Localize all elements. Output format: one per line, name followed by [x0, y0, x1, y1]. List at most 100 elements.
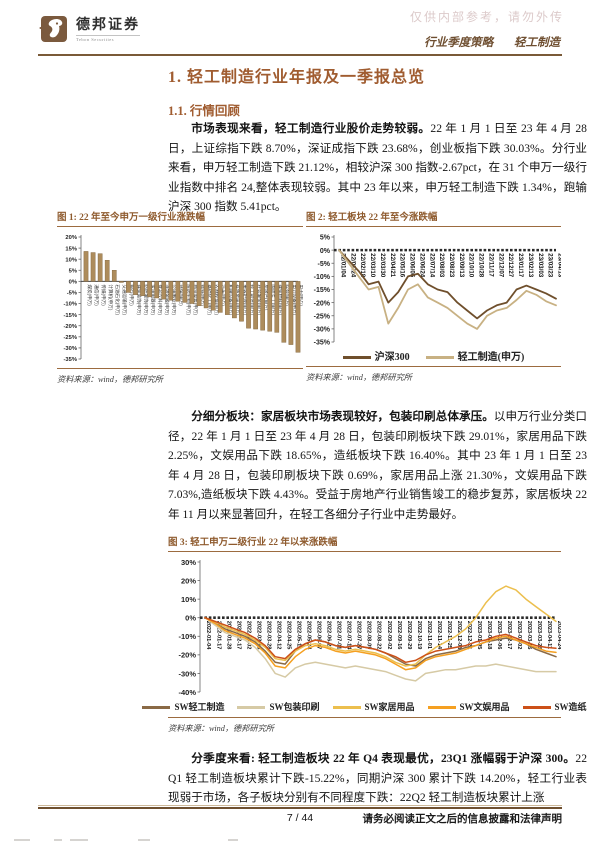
svg-text:20%: 20% — [181, 576, 196, 585]
svg-text:23/03/03: 23/03/03 — [537, 253, 544, 278]
svg-text:2022-05-11: 2022-05-11 — [295, 621, 301, 649]
legend-label: 轻工制造(申万) — [457, 351, 525, 363]
svg-text:-40%: -40% — [178, 688, 196, 697]
section-title: 1.1. 行情回顾 — [168, 104, 240, 118]
svg-text:机械设备(申万): 机械设备(申万) — [227, 284, 234, 315]
svg-text:计算机(申万): 计算机(申万) — [107, 284, 114, 310]
legend-label: SW轻工制造 — [174, 701, 225, 712]
svg-text:商贸零售(申万): 商贸零售(申万) — [192, 284, 199, 315]
legend-swatch — [237, 705, 266, 709]
svg-text:基础化工(申万): 基础化工(申万) — [206, 284, 213, 315]
svg-text:2023-03-28: 2023-03-28 — [536, 621, 542, 650]
header-rule — [38, 54, 562, 56]
paragraph-body: 22 年 1 月 1 日至 23 年 4 月 28 日，上证综指下跌 8.70%… — [168, 122, 587, 214]
figure-3: 图 3: 轻工申万二级行业 22 年以来涨跌幅 30% 20% 10% 0% -10% -… — [142, 534, 587, 734]
header-category: 行业季度策略 轻工制造 — [406, 34, 560, 50]
scan-artifact — [138, 839, 150, 841]
svg-text:2022-12-08: 2022-12-08 — [456, 621, 462, 650]
svg-text:-5%: -5% — [318, 261, 331, 268]
legend-item: 沪深300 — [342, 348, 410, 363]
figure-2: 图 2: 轻工板块 22 年至今涨跌幅 5% 0% -5% -10% -15% -20% -… — [306, 209, 561, 383]
svg-text:2022-08-22: 2022-08-22 — [376, 621, 382, 650]
svg-text:5%: 5% — [320, 235, 331, 242]
svg-text:-10%: -10% — [178, 632, 196, 641]
scan-artifact — [54, 839, 62, 841]
legend-label: SW文娱用品 — [459, 701, 510, 712]
report-industry: 轻工制造 — [514, 37, 560, 49]
legend-item: SW文娱用品 — [427, 700, 510, 713]
svg-text:2023-01-05: 2023-01-05 — [476, 621, 482, 650]
svg-text:农林牧渔(申万): 农林牧渔(申万) — [213, 284, 220, 315]
figure-3-rule — [168, 717, 561, 719]
logo-subtext: Tebon Securities — [76, 34, 140, 42]
figure-1: 图 1: 22 年至今申万一级行业涨跌幅 20% 15% 10% 5% 0% -5% -10… — [57, 209, 303, 385]
paragraph-subsector: 分细分板块：家居板块市场表现较好，包装印刷总体承压。以申万行业分类口径，22 年… — [168, 407, 587, 525]
scan-artifact — [228, 839, 238, 841]
svg-text:22/06/06: 22/06/06 — [409, 253, 416, 278]
svg-text:23/02/13: 23/02/13 — [527, 253, 534, 278]
legend-swatch — [427, 705, 456, 709]
legend-label: SW家居用品 — [364, 701, 415, 712]
svg-text:22/05/16: 22/05/16 — [399, 253, 406, 278]
svg-text:2022-06-07: 2022-06-07 — [316, 621, 322, 650]
footer-disclaimer: 请务必阅读正文之后的信息披露和法律声明 — [362, 814, 563, 825]
svg-text:-25%: -25% — [314, 313, 331, 320]
svg-text:轻工制造(申万): 轻工制造(申万) — [248, 284, 255, 315]
paragraph-body: 以申万行业分类口径，22 年 1 月 1 日至 23 年 4 月 28 日，包装… — [168, 410, 587, 521]
svg-text:-15%: -15% — [63, 313, 77, 319]
svg-text:建筑装饰(申万): 建筑装饰(申万) — [135, 284, 142, 315]
svg-text:22/03/30: 22/03/30 — [379, 253, 386, 278]
svg-text:2022-09-16: 2022-09-16 — [396, 621, 402, 650]
svg-text:30%: 30% — [181, 558, 196, 567]
svg-text:电子(申万): 电子(申万) — [298, 284, 303, 306]
legend-swatch — [142, 705, 171, 709]
legend-label: 沪深300 — [374, 351, 410, 363]
scan-artifact — [70, 839, 88, 841]
svg-text:-20%: -20% — [314, 300, 331, 307]
svg-text:2022-04-12: 2022-04-12 — [275, 621, 281, 650]
svg-text:2022-07-14: 2022-07-14 — [346, 621, 352, 651]
svg-text:公用事业(申万): 公用事业(申万) — [171, 284, 178, 315]
legend-label: SW造纸 — [554, 701, 587, 712]
svg-text:汽车(申万): 汽车(申万) — [220, 284, 227, 306]
svg-text:22/10/28: 22/10/28 — [478, 253, 485, 278]
svg-text:-30%: -30% — [63, 346, 77, 352]
svg-text:2022-05-24: 2022-05-24 — [306, 621, 312, 651]
figure-2-legend: 沪深300 轻工制造(申万) — [306, 347, 561, 363]
internal-watermark: 仅供内部参考，请勿外传 — [409, 10, 564, 24]
legend-item: SW家居用品 — [332, 700, 415, 713]
svg-text:-5%: -5% — [67, 291, 77, 297]
svg-text:2022-01-04: 2022-01-04 — [205, 621, 211, 651]
paragraph-lead: 分季度来看: 轻工制造板块 22 年 Q4 表现最优，23Q1 涨幅弱于沪深 3… — [191, 752, 576, 765]
svg-text:2022-07-27: 2022-07-27 — [356, 621, 362, 650]
svg-text:22/12/27: 22/12/27 — [507, 253, 514, 278]
svg-text:0%: 0% — [69, 280, 77, 286]
figure-2-title: 图 2: 轻工板块 22 年至今涨跌幅 — [306, 209, 561, 227]
figure-1-title: 图 1: 22 年至今申万一级行业涨跌幅 — [57, 209, 303, 227]
svg-text:23/04/13: 23/04/13 — [556, 253, 561, 278]
svg-text:10%: 10% — [65, 257, 77, 263]
svg-text:电力设备(申万): 电力设备(申万) — [291, 284, 298, 315]
svg-text:-35%: -35% — [314, 340, 331, 347]
figure-1-rule — [57, 368, 303, 370]
svg-text:2023-01-18: 2023-01-18 — [486, 621, 492, 650]
svg-text:医药生物(申万): 医药生物(申万) — [185, 284, 192, 315]
svg-text:2022-11-14: 2022-11-14 — [436, 621, 442, 650]
svg-text:2022-10-19: 2022-10-19 — [416, 621, 422, 650]
svg-text:2023-03-02: 2023-03-02 — [516, 621, 522, 650]
figure-2-source: 资料来源：wind，德邦研究所 — [306, 373, 412, 383]
legend-item: SW轻工制造 — [142, 700, 224, 713]
svg-text:-10%: -10% — [63, 302, 77, 308]
svg-text:-10%: -10% — [314, 274, 331, 281]
svg-text:房地产(申万): 房地产(申万) — [263, 284, 270, 310]
svg-text:2022-07-01: 2022-07-01 — [336, 621, 342, 650]
svg-text:传媒(申万): 传媒(申万) — [100, 284, 107, 306]
legend-swatch — [332, 705, 361, 709]
paragraph-quarterly: 分季度来看: 轻工制造板块 22 年 Q4 表现最优，23Q1 涨幅弱于沪深 3… — [168, 749, 587, 808]
paragraph-market-review: 市场表现来看，轻工制造行业股价走势较弱。22 年 1 月 1 日至 23 年 4… — [168, 119, 587, 217]
svg-text:国防军工(申万): 国防军工(申万) — [270, 284, 277, 315]
svg-text:-30%: -30% — [178, 669, 196, 678]
legend-item: SW造纸 — [522, 700, 587, 713]
legend-swatch — [522, 705, 551, 709]
